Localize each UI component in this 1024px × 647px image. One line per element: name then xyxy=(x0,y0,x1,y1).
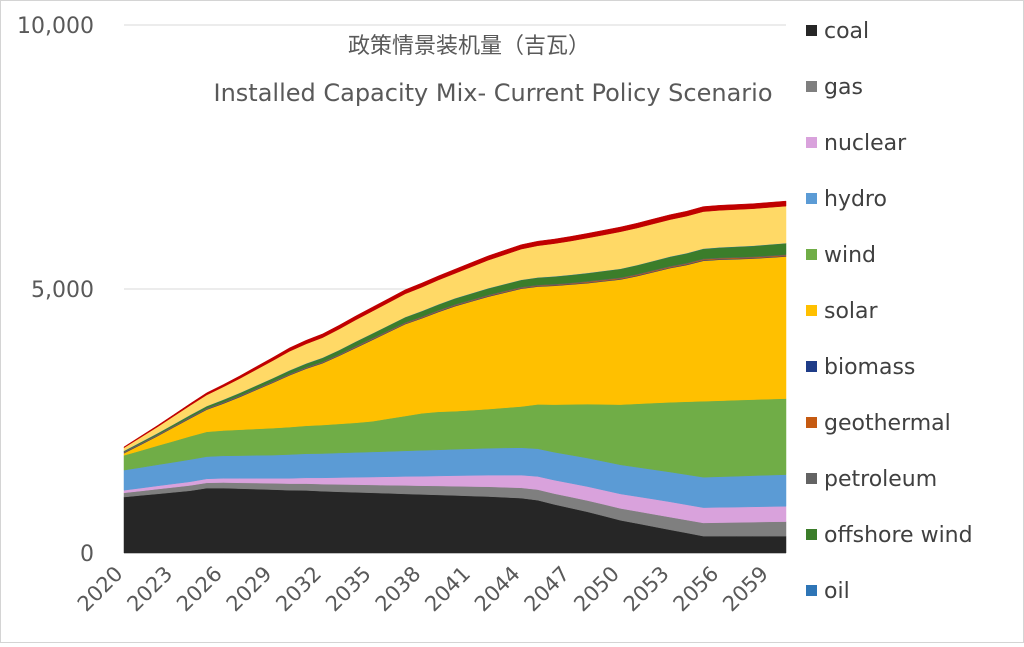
legend-swatch-petroleum xyxy=(806,473,817,484)
legend-label-hydro: hydro xyxy=(824,187,887,212)
legend-swatch-biomass xyxy=(806,361,817,372)
x-tick-label: 2050 xyxy=(569,562,624,617)
x-tick-label: 2053 xyxy=(619,562,674,617)
x-tick-label: 2044 xyxy=(470,562,525,617)
x-tick-label: 2026 xyxy=(172,562,227,617)
x-tick-label: 2020 xyxy=(73,562,128,617)
x-tick-label: 2032 xyxy=(271,562,326,617)
y-tick-label: 5,000 xyxy=(31,278,94,303)
legend-label-geothermal: geothermal xyxy=(824,411,951,436)
legend-label-nuclear: nuclear xyxy=(824,131,907,156)
legend-swatch-wind xyxy=(806,249,817,260)
legend-swatch-solar xyxy=(806,305,817,316)
x-tick-label: 2029 xyxy=(222,562,277,617)
x-tick-label: 2059 xyxy=(718,562,773,617)
x-tick-label: 2038 xyxy=(371,562,426,617)
legend-label-gas: gas xyxy=(824,75,863,100)
legend-label-biomass: biomass xyxy=(824,355,915,380)
x-tick-label: 2035 xyxy=(321,562,376,617)
x-tick-label: 2023 xyxy=(122,562,177,617)
legend-label-petroleum: petroleum xyxy=(824,467,937,492)
legend-swatch-hydro xyxy=(806,193,817,204)
chart-subtitle: Installed Capacity Mix- Current Policy S… xyxy=(213,79,772,107)
legend-swatch-offshore-wind xyxy=(806,529,817,540)
x-axis-ticks: 2020202320262029203220352038204120442047… xyxy=(73,562,773,617)
legend-label-solar: solar xyxy=(824,299,879,324)
x-tick-label: 2047 xyxy=(520,562,575,617)
legend-label-offshore-wind: offshore wind xyxy=(824,523,973,548)
area-series xyxy=(123,200,787,554)
legend: coal gas nuclear hydro wind solar biomass geoth… xyxy=(806,19,973,604)
x-tick-label: 2041 xyxy=(420,562,475,617)
legend-label-oil: oil xyxy=(824,579,850,604)
chart-title: 政策情景装机量（吉瓦） xyxy=(348,34,590,59)
legend-swatch-nuclear xyxy=(806,137,817,148)
legend-label-wind: wind xyxy=(824,243,876,268)
legend-swatch-coal xyxy=(806,25,817,36)
y-tick-label: 10,000 xyxy=(17,14,94,39)
legend-label-coal: coal xyxy=(824,19,869,44)
area-series-12 xyxy=(123,200,787,449)
y-axis-ticks: 0 5,000 10,000 xyxy=(17,14,94,567)
legend-swatch-oil xyxy=(806,585,817,596)
y-tick-label: 0 xyxy=(80,542,94,567)
legend-swatch-gas xyxy=(806,81,817,92)
legend-swatch-geothermal xyxy=(806,417,817,428)
x-tick-label: 2056 xyxy=(669,562,724,617)
